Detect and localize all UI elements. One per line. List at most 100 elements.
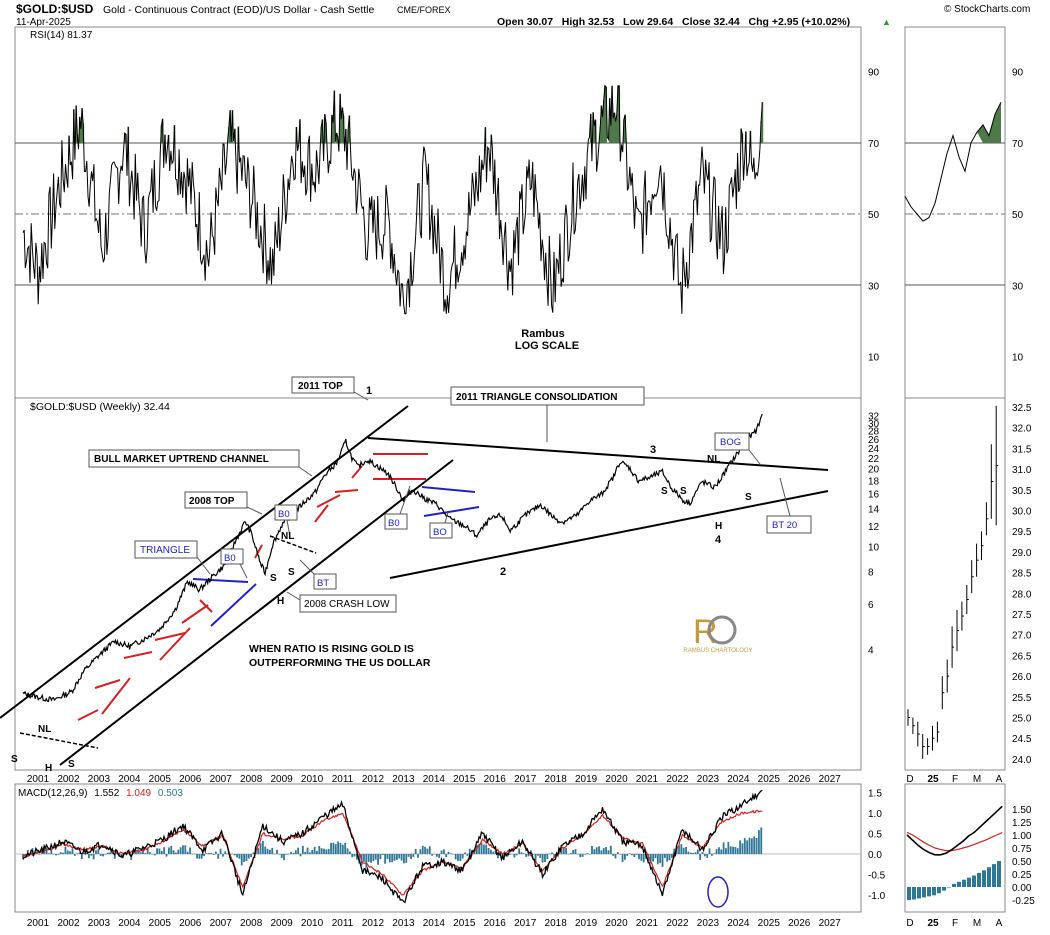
macd-histogram-bar: [598, 846, 600, 854]
macd-histogram-bar: [59, 852, 62, 854]
macd-histogram-bar: [614, 854, 617, 859]
macd-histogram-bar: [490, 849, 492, 854]
macd-axis-label: 0.0: [868, 850, 882, 861]
macd-histogram-bar: [83, 853, 86, 854]
macd-histogram-bar: [412, 854, 415, 858]
macd-histogram-bar: [560, 849, 563, 854]
macd-histogram-bar: [497, 854, 499, 859]
macd-histogram-bar: [198, 854, 201, 859]
red-flag-line: [199, 599, 213, 613]
triangle-top-line: [192, 578, 249, 583]
macd-histogram-bar: [170, 845, 173, 854]
x-tick-label: 2004: [118, 774, 141, 785]
rsi-overbought-fill: [341, 107, 344, 143]
macd-histogram-bar: [635, 854, 638, 856]
macd-histogram-bar: [588, 854, 591, 855]
macd-histogram-bar: [367, 854, 370, 862]
rsi-overbought-fill: [599, 127, 602, 143]
macd-low-circle: [707, 876, 729, 908]
rsi-axis-label: 30: [868, 281, 880, 292]
macd-histogram-bar: [722, 842, 725, 854]
daily-price-axis-label: 31.5: [1012, 444, 1032, 455]
macd-histogram-bar: [353, 854, 356, 857]
uptrend-channel-lower: [59, 459, 454, 766]
price-axis-label: 10: [868, 542, 880, 553]
x-tick-label: 2020: [605, 774, 628, 785]
rsi-daily-axis-label: 30: [1012, 281, 1024, 292]
price-panel: [14, 397, 862, 771]
macd-histogram-bar: [675, 848, 678, 854]
macd-histogram-bar: [102, 854, 104, 857]
x-tick-label: 2024: [727, 774, 750, 785]
macd-histogram-bar: [414, 848, 417, 854]
callout-bo-2008-text: B0: [278, 509, 290, 520]
x-tick-label: 2010: [301, 774, 324, 785]
macd-histogram-bar: [179, 847, 182, 854]
macd-histogram-bar: [468, 848, 471, 854]
macd-histogram-bar: [680, 844, 683, 854]
macd-histogram-bar: [631, 854, 633, 856]
rsi-overbought-fill: [229, 110, 231, 143]
price-panel-label: $GOLD:$USD (Weekly) 32.44: [30, 401, 170, 413]
x-tick-label: 2011: [332, 918, 354, 929]
callout-bog-text: BOG: [720, 437, 741, 448]
macd-histogram-bar: [156, 848, 158, 854]
x-tick-label: 2021: [636, 774, 659, 785]
callout-bog: BOG: [714, 432, 761, 465]
macd-histogram-bar: [666, 854, 669, 862]
macd-histogram-bar: [727, 841, 730, 854]
x-tick-label: 2005: [149, 918, 172, 929]
macd-histogram-bar: [480, 842, 483, 854]
macd-histogram-bar: [435, 854, 438, 857]
x-tick-label: 2026: [788, 774, 811, 785]
macd-histogram-bar: [149, 852, 151, 854]
uptrend-channel-upper: [0, 405, 409, 719]
macd-histogram-bar: [269, 849, 271, 854]
price-axis-label: 16: [868, 490, 880, 501]
daily-macd-histogram-bar: [952, 883, 956, 887]
macd-histogram-bar: [22, 854, 24, 859]
macd-histogram-bar: [534, 854, 537, 861]
macd-histogram-bar: [346, 848, 349, 854]
x-tick-label: 2003: [88, 918, 111, 929]
x-tick-label: 2003: [88, 774, 111, 785]
macd-histogram-bar: [748, 837, 751, 854]
macd-histogram-bar: [203, 854, 206, 857]
callout-crash-low: 2008 CRASH LOW: [286, 591, 397, 613]
daily-price-axis-label: 27.5: [1012, 610, 1032, 621]
rsi-overbought-fill: [614, 121, 617, 143]
daily-macd-histogram-bar: [967, 877, 971, 887]
red-flag-line: [334, 489, 359, 493]
macd-histogram-bar: [403, 854, 405, 864]
red-flag-line: [181, 604, 209, 624]
hs-label-s-2008b: S: [288, 567, 295, 578]
macd-label-prefix: MACD(12,26,9): [18, 788, 87, 799]
macd-histogram-bar: [539, 854, 542, 858]
macd-histogram-bar: [715, 849, 718, 854]
macd-histogram-bar: [50, 848, 53, 854]
macd-histogram-bar: [640, 854, 643, 861]
rsi-overbought-fill: [332, 122, 334, 143]
macd-histogram-bar: [266, 848, 269, 854]
macd-histogram-bar: [755, 838, 758, 854]
macd-histogram-bar: [189, 847, 191, 854]
macd-histogram-bar: [52, 854, 55, 855]
neckline-2001: [19, 732, 99, 749]
rsi-overbought-fill: [75, 105, 78, 143]
macd-histogram-bar: [276, 849, 278, 854]
callout-bo-2012-text: B0: [388, 518, 400, 529]
macd-histogram-bar: [710, 854, 713, 856]
macd-histogram-bar: [532, 854, 535, 855]
macd-histogram-bar: [386, 854, 389, 860]
macd-histogram-bar: [99, 854, 102, 856]
macd-histogram-bar: [652, 854, 655, 862]
daily-price-axis-label: 27.0: [1012, 631, 1032, 642]
macd-histogram-bar: [692, 853, 694, 854]
price-axis-label: 12: [868, 522, 880, 533]
macd-histogram-bar: [407, 854, 410, 857]
price-axis-label: 20: [868, 464, 880, 475]
price-axis-label: 28: [868, 427, 880, 438]
macd-histogram-bar: [659, 854, 662, 864]
macd-histogram-bar: [48, 853, 50, 854]
macd-histogram-bar: [548, 853, 551, 855]
